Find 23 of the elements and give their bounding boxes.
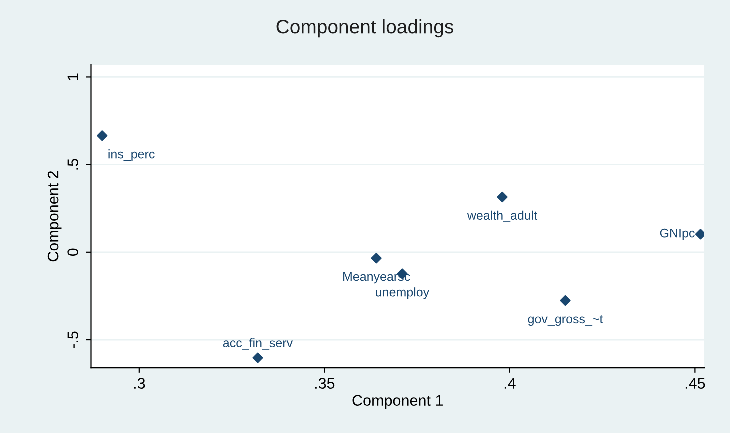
x-axis-title: Component 1	[352, 395, 443, 410]
point	[371, 253, 382, 264]
x-tick-label: .35	[315, 378, 335, 389]
annotation: unemploy	[376, 288, 430, 300]
annotation: acc_fin_serv	[223, 338, 294, 350]
point	[97, 130, 108, 142]
x-tick-label: .45	[686, 378, 706, 389]
point	[252, 352, 264, 364]
y-tick-label: .5	[68, 159, 79, 170]
point	[497, 192, 508, 203]
point	[695, 229, 704, 240]
chart-title: Component loadings	[276, 19, 454, 38]
annotation: ins_perc	[108, 150, 155, 162]
annotation: wealth_adult	[467, 210, 538, 222]
y-axis-title: Component 2	[48, 171, 62, 262]
x-tick-label: .3	[134, 378, 146, 389]
y-tick-label: -.5	[68, 332, 79, 348]
y-tick-label: 0	[68, 248, 79, 256]
y-tick-label: 1	[68, 74, 78, 80]
x-tick-label: .4	[504, 378, 516, 389]
annotation: gov_gross_~t	[528, 315, 604, 326]
annotation: GNIpc	[660, 228, 695, 240]
point	[560, 295, 571, 306]
